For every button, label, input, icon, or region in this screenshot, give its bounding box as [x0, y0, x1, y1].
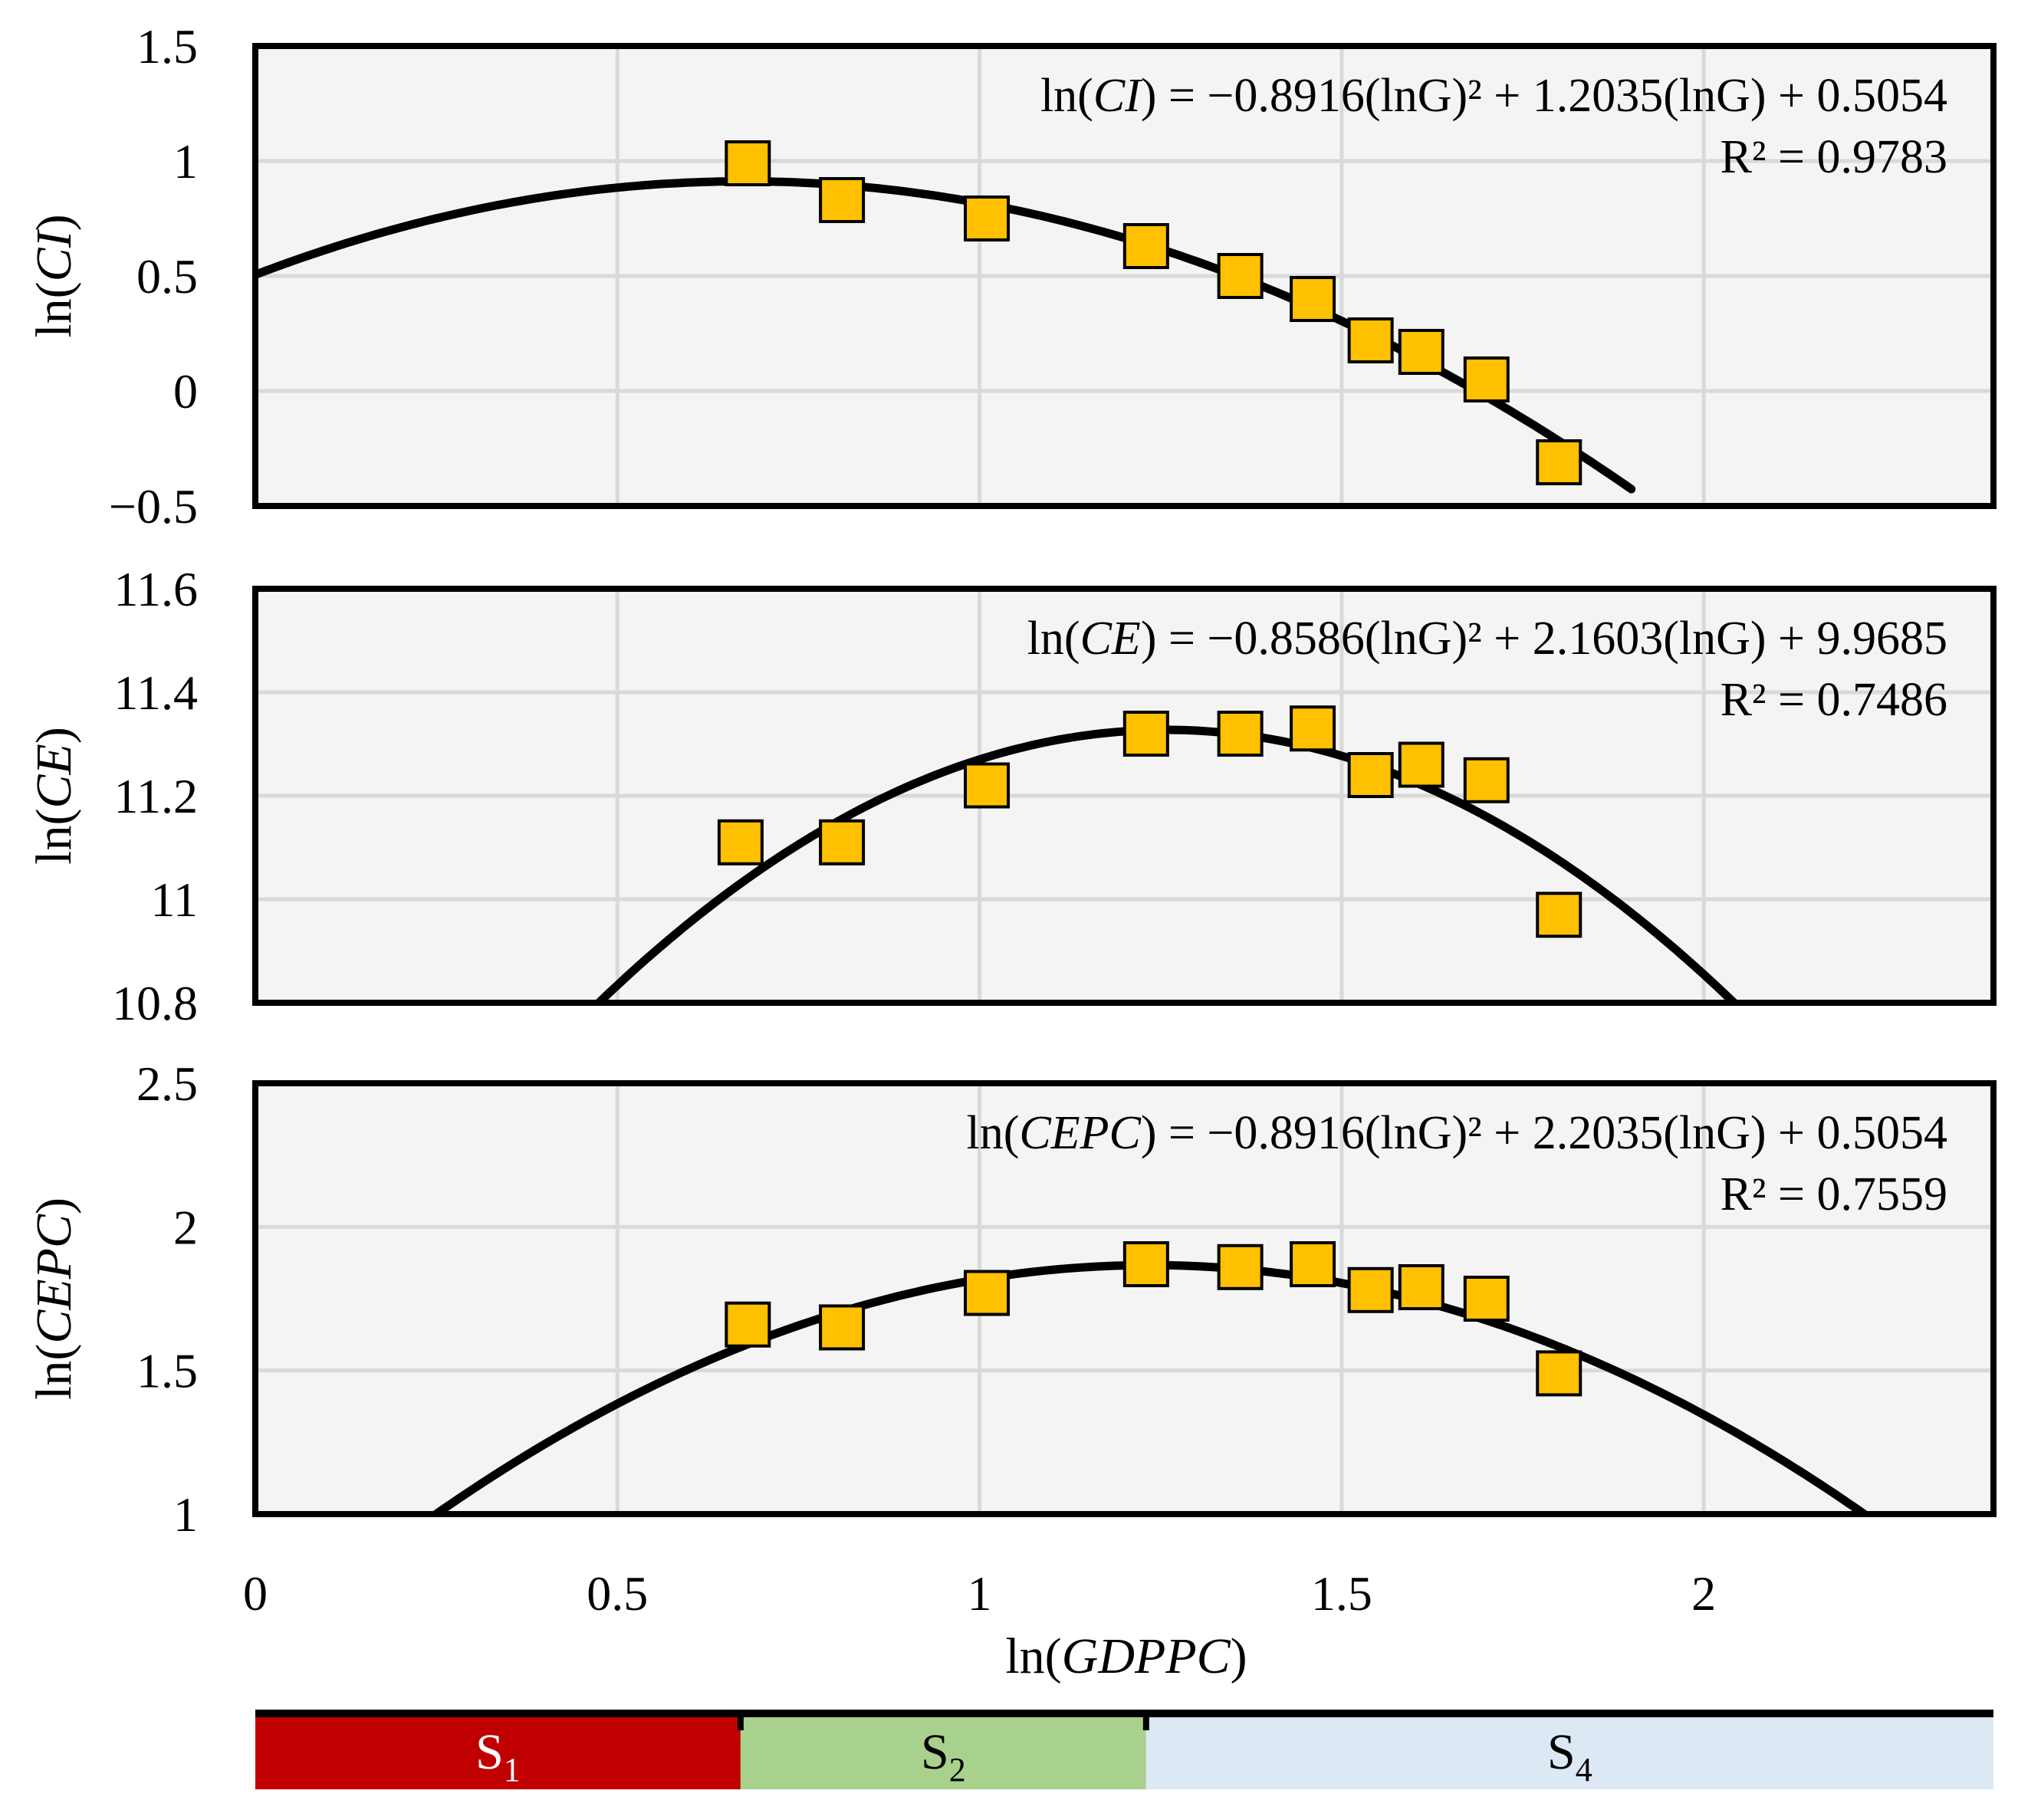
- stage-segment: [255, 1713, 741, 1789]
- y-tick-label: 11: [150, 872, 198, 927]
- data-point: [1122, 223, 1169, 269]
- y-tick-label: 1: [173, 1487, 198, 1542]
- data-point: [1217, 711, 1264, 757]
- data-point: [1398, 741, 1444, 788]
- y-axis-label: ln(CEPC): [26, 1197, 82, 1400]
- equation-label: ln(CE) = −0.8586(lnG)² + 2.1603(lnG) + 9…: [1027, 613, 1947, 665]
- data-point: [1290, 705, 1336, 752]
- y-tick-label: −0.5: [109, 479, 198, 534]
- data-point: [1290, 1241, 1336, 1288]
- stage-label: S1: [475, 1724, 521, 1789]
- y-tick-label: 10.8: [112, 976, 198, 1030]
- y-tick-label: 0: [173, 364, 198, 419]
- equation-label: ln(CI) = −0.8916(lnG)² + 1.2035(lnG) + 0…: [1040, 70, 1947, 122]
- data-point: [1122, 1241, 1169, 1288]
- data-point: [717, 819, 764, 866]
- data-point: [1398, 329, 1444, 375]
- data-point: [1536, 439, 1583, 485]
- data-point: [1536, 1350, 1583, 1397]
- data-point: [1463, 1276, 1510, 1322]
- data-point: [1122, 711, 1169, 757]
- data-point: [819, 177, 866, 223]
- data-point: [1290, 276, 1336, 322]
- y-tick-label: 1.5: [136, 19, 198, 74]
- data-points: [717, 705, 1583, 938]
- y-tick-label: 0.5: [136, 249, 198, 304]
- panel-cepc: 1 1.5 2 2.5 ln(CEPC) ln(CEPC) = −0.8916(lnG)²…: [26, 1056, 1997, 1542]
- r-squared-label: R² = 0.7486: [1721, 674, 1947, 726]
- plot-frame: [252, 1080, 1997, 1517]
- data-point: [964, 1270, 1011, 1316]
- data-point: [1347, 752, 1394, 798]
- y-tick-labels: 1 1.5 2 2.5: [136, 1056, 198, 1542]
- data-point: [1398, 1264, 1444, 1311]
- r-squared-label: R² = 0.7559: [1721, 1168, 1947, 1220]
- y-tick-labels: 10.8 11 11.2 11.4 11.6: [112, 562, 198, 1030]
- x-tick-label: 0.5: [587, 1566, 648, 1621]
- stage-segment: [1145, 1713, 1993, 1789]
- data-point: [1217, 1243, 1264, 1290]
- stage-bar: S1 S2 S4: [255, 1710, 1993, 1789]
- equation-label: ln(CEPC) = −0.8916(lnG)² + 2.2035(lnG) +…: [966, 1107, 1947, 1159]
- y-tick-label: 1: [173, 134, 198, 189]
- x-axis: 0 0.5 1 1.5 2 ln(GDPPC): [243, 1566, 1716, 1684]
- x-tick-label: 0: [243, 1566, 268, 1621]
- data-point: [1463, 356, 1510, 402]
- y-tick-label: 2: [173, 1200, 198, 1254]
- panel-ce: 10.8 11 11.2 11.4 11.6 ln(CE) ln(CE) = −0.8586…: [26, 562, 1997, 1030]
- y-tick-label: 1.5: [136, 1344, 198, 1398]
- y-tick-label: 11.6: [113, 562, 198, 616]
- data-points: [725, 140, 1583, 485]
- stage-segment: [740, 1713, 1146, 1789]
- data-points: [725, 1241, 1583, 1397]
- y-tick-label: 2.5: [136, 1056, 198, 1111]
- data-point: [1463, 757, 1510, 803]
- stage-label: S4: [1547, 1724, 1592, 1789]
- y-tick-labels: −0.5 0 0.5 1 1.5: [109, 19, 198, 534]
- data-point: [819, 819, 866, 866]
- plot-frame: [252, 586, 1997, 1006]
- x-tick-label: 1.5: [1311, 1566, 1372, 1621]
- y-axis-label: ln(CE): [26, 727, 82, 865]
- r-squared-label: R² = 0.9783: [1721, 131, 1947, 183]
- data-point: [819, 1304, 866, 1351]
- data-point: [1347, 317, 1394, 363]
- data-point: [1536, 892, 1583, 938]
- x-tick-label: 2: [1691, 1566, 1716, 1621]
- plot-frame: [252, 43, 1997, 509]
- x-axis-label: ln(GDPPC): [1005, 1628, 1247, 1684]
- y-tick-label: 11.4: [113, 665, 198, 720]
- y-tick-label: 11.2: [113, 769, 198, 823]
- x-tick-labels: 0 0.5 1 1.5 2: [243, 1566, 1716, 1621]
- data-point: [725, 140, 771, 186]
- data-point: [1347, 1266, 1394, 1313]
- y-axis-label: ln(CI): [26, 214, 82, 337]
- stage-label: S2: [921, 1724, 966, 1789]
- data-point: [964, 762, 1011, 809]
- x-tick-label: 1: [968, 1566, 992, 1621]
- data-point: [964, 195, 1011, 241]
- panel-ci: −0.5 0 0.5 1 1.5 ln(CI) ln(CI) = −0.8916(lnG)²…: [26, 19, 1997, 534]
- data-point: [725, 1301, 771, 1348]
- data-point: [1217, 253, 1264, 299]
